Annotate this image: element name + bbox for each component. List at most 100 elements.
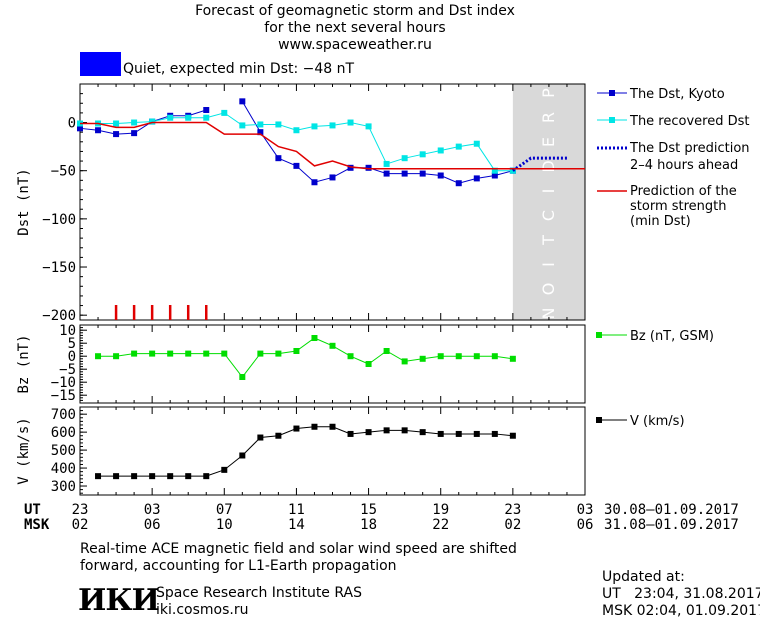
series-line-dst-0: [241, 101, 513, 184]
ut-tick-label: 23: [504, 502, 521, 518]
data-point-dst-1: [167, 114, 174, 121]
data-point-dst-0: [401, 170, 408, 177]
data-point-v-0: [329, 423, 336, 430]
legend-storm-2: storm strength: [630, 199, 727, 214]
data-point-v-0: [293, 425, 300, 432]
data-point-bz-0: [221, 350, 228, 357]
prediction-band-letter: N: [539, 308, 558, 320]
data-point-dst-1: [293, 127, 300, 134]
data-point-bz-0: [203, 350, 210, 357]
data-point-dst-0: [239, 98, 246, 105]
bz-y-axis-label: Bz (nT): [16, 334, 32, 393]
msk-axis-label: MSK: [24, 517, 50, 533]
footer-note-line1: Real-time ACE magnetic field and solar w…: [80, 541, 517, 557]
data-point-dst-1: [419, 151, 426, 158]
ut-tick-label: 23: [72, 502, 89, 518]
data-point-bz-0: [437, 353, 444, 360]
data-point-v-0: [419, 429, 426, 436]
msk-tick-label: 06: [577, 517, 594, 533]
prediction-band-letter: D: [539, 160, 558, 172]
msk-tick-label: 18: [360, 517, 377, 533]
data-point-dst-1: [329, 122, 336, 129]
data-point-dst-0: [383, 170, 390, 177]
series-line-bz-0: [98, 337, 513, 378]
data-point-v-0: [311, 423, 318, 430]
data-point-dst-0: [437, 172, 444, 179]
updated-msk: MSK 02:04, 01.09.2017: [602, 603, 760, 619]
data-point-dst-1: [149, 118, 156, 125]
data-point-v-0: [509, 432, 516, 439]
data-point-dst-1: [401, 155, 408, 162]
legend-prediction-2: 2–4 hours ahead: [630, 158, 738, 173]
prediction-band-letter: O: [539, 283, 558, 296]
data-point-bz-0: [113, 353, 120, 360]
data-point-bz-0: [293, 348, 300, 354]
data-point-dst-1: [239, 122, 246, 129]
data-point-v-0: [167, 473, 174, 480]
legend-marker-kyoto: [609, 90, 615, 96]
data-point-bz-0: [383, 348, 390, 354]
data-point-dst-1: [257, 121, 264, 128]
msk-tick-label: 02: [72, 517, 89, 533]
y-tick-label: −50: [51, 164, 76, 180]
data-point-bz-0: [509, 355, 516, 362]
data-point-v-0: [257, 434, 264, 441]
chart-subtitle: for the next several hours: [264, 20, 446, 36]
data-point-dst-1: [437, 147, 444, 154]
data-point-dst-0: [77, 125, 83, 132]
data-point-v-0: [95, 473, 102, 480]
data-point-dst-0: [311, 179, 318, 186]
data-point-dst-1: [311, 123, 318, 130]
data-point-dst-0: [365, 164, 372, 171]
prediction-band: [512, 84, 585, 320]
y-tick-label: −15: [51, 388, 76, 404]
data-point-v-0: [473, 430, 480, 437]
site-url[interactable]: www.spaceweather.ru: [278, 37, 432, 53]
data-point-v-0: [203, 473, 210, 480]
data-point-dst-0: [491, 172, 498, 179]
data-point-dst-0: [113, 131, 120, 138]
prediction-band-letter: E: [539, 137, 558, 147]
data-point-bz-0: [473, 353, 480, 360]
data-point-bz-0: [401, 358, 408, 365]
institute-site[interactable]: iki.cosmos.ru: [156, 602, 249, 618]
y-tick-label: 400: [51, 461, 76, 477]
legend-storm-3: (min Dst): [630, 214, 691, 229]
data-point-bz-0: [185, 350, 192, 357]
data-point-dst-1: [473, 140, 480, 147]
y-tick-label: 0: [68, 116, 76, 132]
data-point-bz-0: [275, 350, 282, 357]
data-point-dst-1: [113, 120, 120, 127]
prediction-band-letter: P: [539, 88, 558, 98]
legend-marker-recovered: [609, 117, 615, 123]
prediction-band-letter: C: [539, 210, 558, 221]
updated-title: Updated at:: [602, 569, 685, 585]
data-point-dst-1: [185, 114, 192, 121]
y-tick-label: 300: [51, 479, 76, 495]
data-point-dst-0: [419, 170, 426, 177]
data-point-v-0: [221, 466, 228, 473]
data-point-dst-1: [221, 109, 228, 116]
legend-bz: Bz (nT, GSM): [630, 329, 714, 344]
updated-ut: UT 23:04, 31.08.2017: [602, 586, 760, 602]
data-point-dst-0: [275, 155, 282, 162]
data-point-v-0: [347, 430, 354, 437]
data-point-dst-0: [455, 180, 462, 187]
iki-logo: ИКИ: [78, 583, 160, 618]
data-point-bz-0: [347, 353, 354, 360]
data-point-dst-1: [365, 123, 372, 130]
data-point-bz-0: [149, 350, 156, 357]
data-point-bz-0: [239, 374, 246, 380]
ut-tick-label: 11: [288, 502, 305, 518]
legend-kyoto: The Dst, Kyoto: [629, 87, 725, 102]
data-point-dst-0: [131, 130, 138, 137]
chart-title: Forecast of geomagnetic storm and Dst in…: [195, 3, 515, 19]
y-tick-label: −100: [42, 212, 76, 228]
data-point-v-0: [113, 473, 120, 480]
prediction-band-letter: R: [539, 112, 558, 123]
data-point-v-0: [401, 427, 408, 434]
data-point-v-0: [239, 452, 246, 459]
data-point-v-0: [455, 430, 462, 437]
prediction-band-letter: T: [539, 235, 558, 246]
